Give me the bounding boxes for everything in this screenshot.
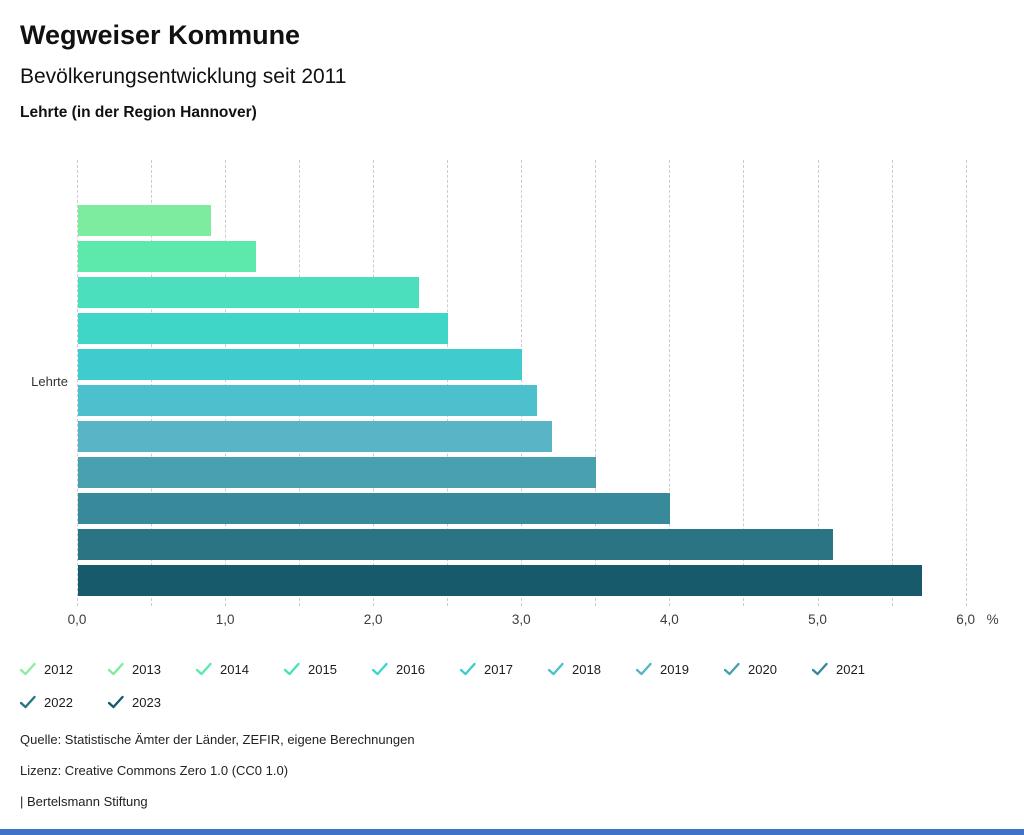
gridline [521,160,523,606]
x-axis-unit-label: % [986,612,999,627]
x-tick-label: 6,0 [956,612,975,627]
x-tick-label: 3,0 [511,612,531,627]
legend-item-label: 2012 [44,661,73,677]
legend-item-2023[interactable]: 2023 [108,693,196,711]
checkmark-icon [20,695,36,709]
source-note: Quelle: Statistische Ämter der Länder, Z… [20,732,415,747]
legend-item-label: 2021 [836,661,865,677]
legend-item-label: 2014 [220,661,249,677]
bar-2014[interactable] [78,241,256,272]
checkmark-icon [196,662,212,676]
plot-area: 0,0 1,0 2,0 3,0 4,0 5,0 6,0% [68,160,999,630]
gridline [891,160,893,606]
legend-item-2016[interactable]: 2016 [372,660,460,678]
legend-item-2015[interactable]: 2015 [284,660,372,678]
gridline [77,160,78,606]
page-title: Wegweiser Kommune [20,20,301,50]
legend-item-2019[interactable]: 2019 [636,660,724,678]
gridline [817,160,819,606]
legend-item-label: 2020 [748,661,777,677]
legend-item-label: 2017 [484,661,513,677]
legend-item-label: 2022 [44,694,73,710]
checkmark-icon [284,662,300,676]
attribution-note: | Bertelsmann Stiftung [20,794,148,809]
checkmark-icon [108,662,124,676]
bottom-edge-bar [0,829,1024,835]
gridline [447,160,449,606]
checkmark-icon [724,662,740,676]
x-tick-label: 2,0 [363,612,383,627]
legend-item-label: 2015 [308,661,337,677]
checkmark-icon [20,662,36,676]
x-tick-label: 5,0 [808,612,827,627]
bar-2021[interactable] [78,493,671,524]
legend-item-2013[interactable]: 2013 [108,660,196,678]
chart-title: Bevölkerungsentwicklung seit 2011 [20,65,347,88]
legend-item-label: 2013 [132,661,161,677]
license-note: Lizenz: Creative Commons Zero 1.0 (CC0 1… [20,763,289,778]
legend-item-2021[interactable]: 2021 [812,660,900,678]
legend-item-2020[interactable]: 2020 [724,660,812,678]
bar-2015[interactable] [78,277,419,308]
legend-item-2012[interactable]: 2012 [20,660,108,678]
bar-2020[interactable] [78,457,597,488]
gridline [743,160,745,606]
bar-2017[interactable] [78,349,523,380]
checkmark-icon [372,662,388,676]
bar-2019[interactable] [78,421,552,452]
chart-region-subtitle: Lehrte (in der Region Hannover) [20,104,257,121]
legend-item-2018[interactable]: 2018 [548,660,636,678]
gridline [595,160,597,606]
gridline [669,160,671,606]
gridline [225,160,227,606]
gridline [299,160,301,606]
x-tick-label: 4,0 [660,612,679,627]
legend-item-2022[interactable]: 2022 [20,693,108,711]
legend-item-label: 2016 [396,661,425,677]
chart-legend: 2012 2013 2014 2015 2016 2017 2018 2019 2020 2021… [20,660,920,711]
category-axis-label: Lehrte [31,374,68,389]
bar-2022[interactable] [78,529,834,560]
checkmark-icon [548,662,564,676]
population-bar-chart: Lehrte 0,0 1,0 2,0 3,0 4,0 5,0 6,0% [31,160,999,630]
checkmark-icon [460,662,476,676]
bar-2016[interactable] [78,313,449,344]
checkmark-icon [812,662,828,676]
x-tick-label: 1,0 [215,612,235,627]
gridline [151,160,153,606]
footer: Quelle: Statistische Ämter der Länder, Z… [20,733,415,826]
bar-2023[interactable] [78,565,923,596]
gridline [965,160,967,606]
legend-item-2014[interactable]: 2014 [196,660,284,678]
bar-2013[interactable] [78,205,212,236]
legend-item-label: 2019 [660,661,689,677]
legend-item-label: 2018 [572,661,601,677]
bar-2018[interactable] [78,385,538,416]
gridline [373,160,375,606]
x-tick-label: 0,0 [67,612,87,627]
checkmark-icon [636,662,652,676]
legend-item-label: 2023 [132,694,161,710]
checkmark-icon [108,695,124,709]
legend-item-2017[interactable]: 2017 [460,660,548,678]
